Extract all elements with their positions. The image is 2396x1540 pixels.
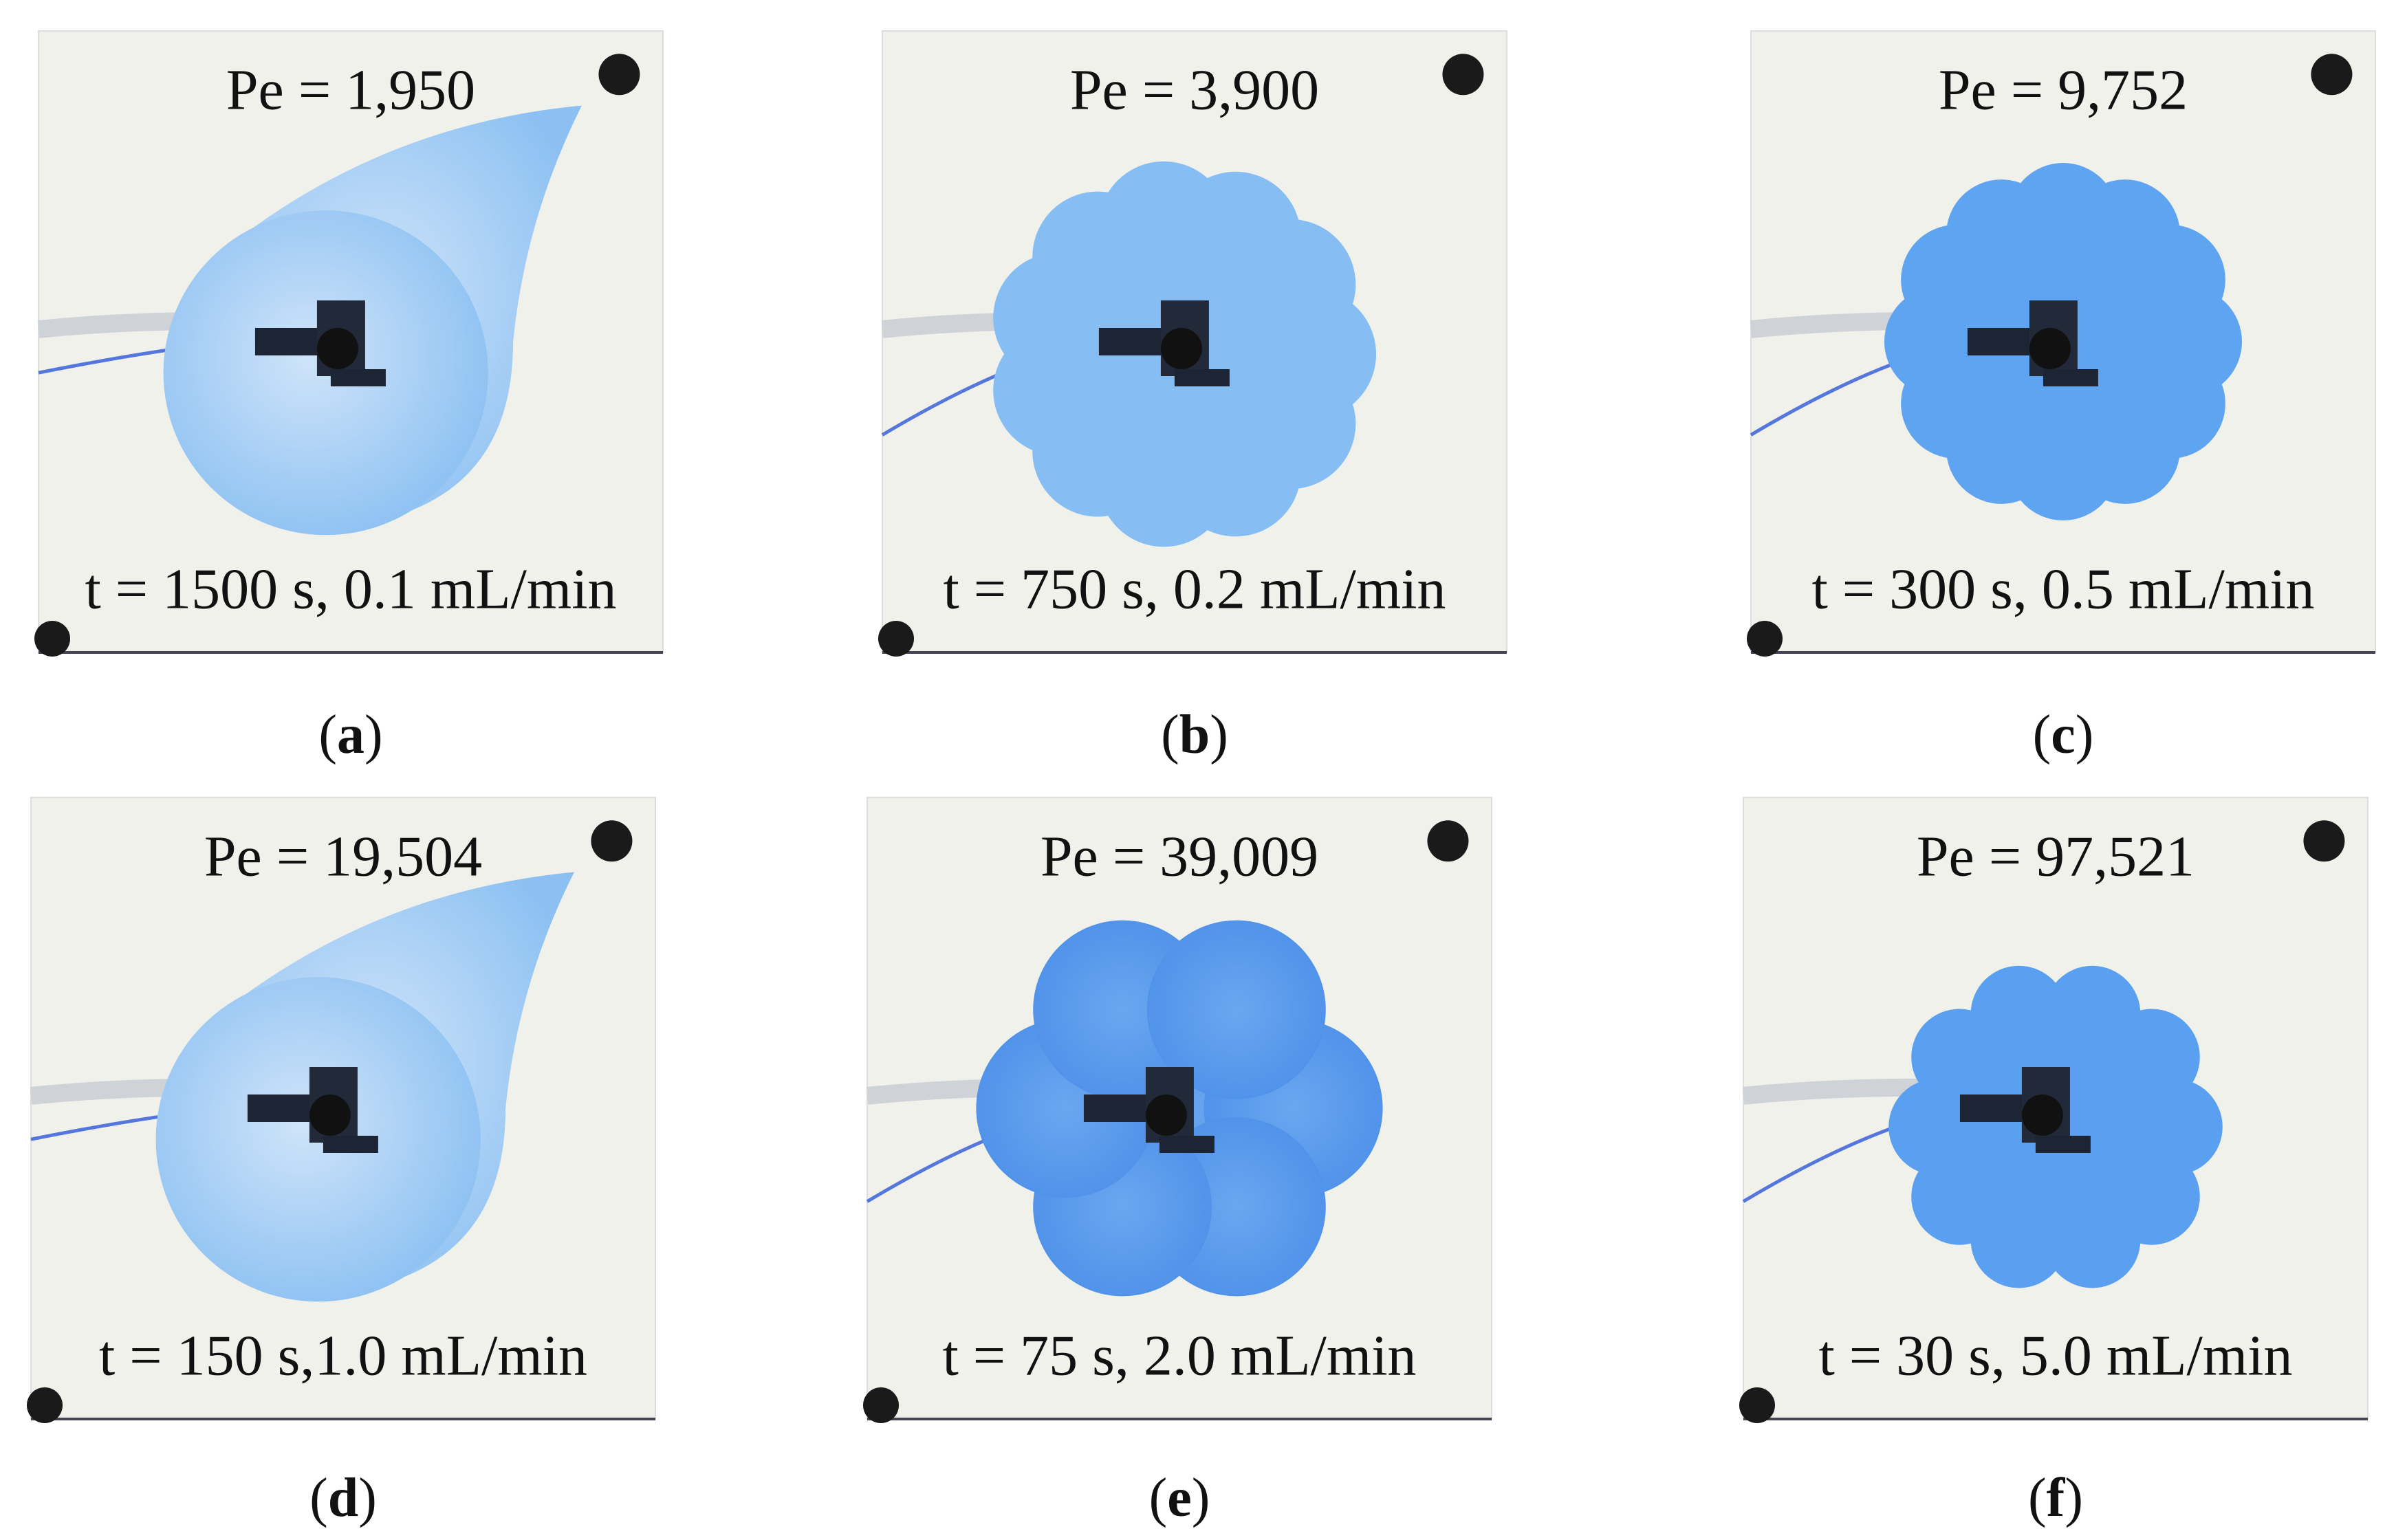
panel: Pe = 9,752 t = 300 s, 0.5 mL/min	[1747, 30, 2376, 657]
panel: Pe = 19,504 t = 150 s,1.0 mL/min	[27, 797, 656, 1423]
peclet-number: Pe = 3,900	[1070, 58, 1319, 122]
dye-petal	[1146, 920, 1326, 1099]
panel-label: (c)	[2033, 705, 2094, 765]
knob	[1739, 1387, 1775, 1423]
dye-petal	[2103, 1009, 2200, 1106]
time-and-rate: t = 75 s, 2.0 mL/min	[942, 1323, 1416, 1387]
knob	[1747, 621, 1783, 657]
knob	[1442, 54, 1484, 96]
time-and-rate: t = 750 s, 0.2 mL/min	[943, 557, 1446, 621]
nozzle	[330, 369, 386, 386]
panel-label: (f)	[2028, 1468, 2083, 1528]
panel: Pe = 39,009 t = 75 s, 2.0 mL/min	[863, 797, 1492, 1423]
dye-petal	[2044, 1191, 2141, 1288]
panel-label: (b)	[1161, 705, 1228, 765]
time-and-rate: t = 300 s, 0.5 mL/min	[1811, 557, 2314, 621]
time-and-rate: t = 1500 s, 0.1 mL/min	[85, 557, 616, 621]
nozzle-cap	[1145, 1094, 1187, 1136]
knob	[1427, 820, 1469, 862]
dye-petal	[1225, 219, 1356, 350]
time-and-rate: t = 30 s, 5.0 mL/min	[1818, 1323, 2292, 1387]
nozzle	[323, 1136, 378, 1153]
knob	[27, 1387, 63, 1423]
knob	[2303, 820, 2345, 862]
knob	[2311, 54, 2353, 96]
nozzle-cap	[1160, 328, 1202, 369]
peclet-number: Pe = 97,521	[1917, 824, 2194, 888]
panel: Pe = 3,900 t = 750 s, 0.2 mL/min	[878, 30, 1507, 657]
panel: Pe = 97,521 t = 30 s, 5.0 mL/min	[1739, 797, 2368, 1423]
knob	[591, 820, 633, 862]
knob	[34, 621, 70, 657]
dye-petal	[2115, 225, 2225, 335]
dye-petal	[1970, 965, 2067, 1062]
nozzle	[1174, 369, 1230, 386]
nozzle	[2043, 369, 2098, 386]
panel: Pe = 1,950 t = 1500 s, 0.1 mL/min	[34, 30, 664, 657]
peclet-number: Pe = 19,504	[204, 824, 482, 888]
panel-label: (e)	[1149, 1468, 1210, 1528]
nozzle	[2035, 1136, 2091, 1153]
nozzle	[1159, 1136, 1215, 1153]
knob	[598, 54, 640, 96]
time-and-rate: t = 150 s,1.0 mL/min	[99, 1323, 587, 1387]
knob	[863, 1387, 899, 1423]
nozzle-cap	[316, 328, 358, 369]
peclet-number: Pe = 9,752	[1939, 58, 2188, 122]
knob	[878, 621, 914, 657]
peclet-number: Pe = 39,009	[1041, 824, 1318, 888]
nozzle-cap	[2029, 328, 2071, 369]
peclet-number: Pe = 1,950	[226, 58, 475, 122]
nozzle-cap	[309, 1094, 351, 1136]
nozzle-cap	[2021, 1094, 2063, 1136]
panel-label: (a)	[318, 705, 382, 765]
panel-label: (d)	[309, 1468, 377, 1528]
